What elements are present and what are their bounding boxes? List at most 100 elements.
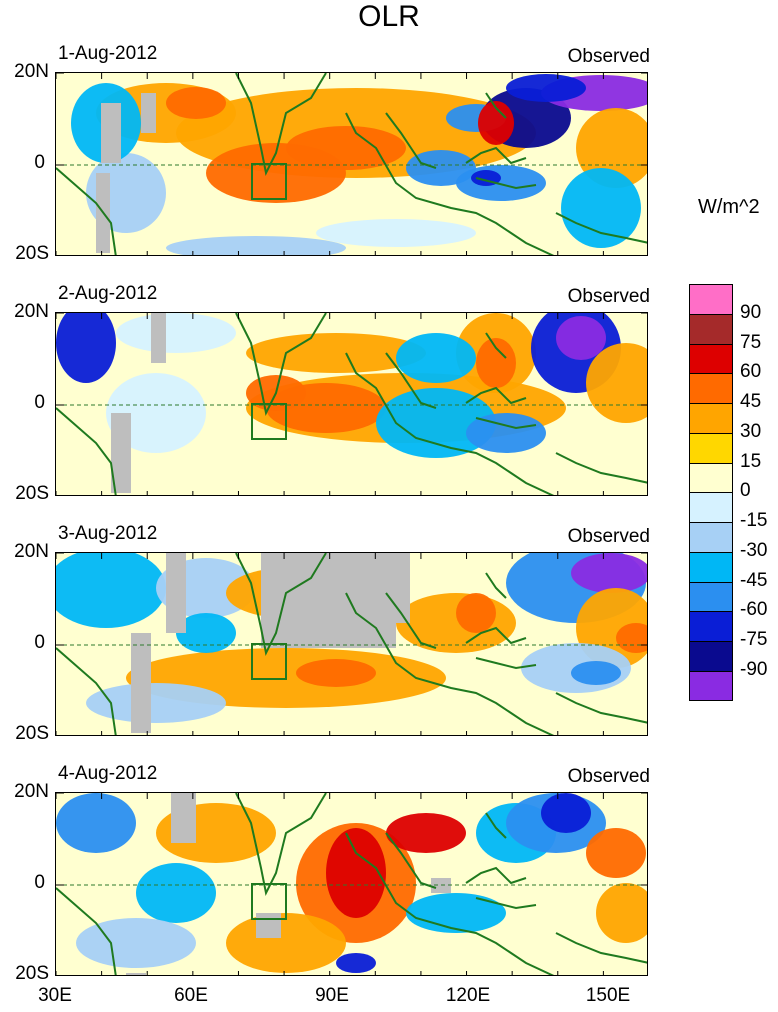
olr-contour-region (116, 313, 236, 353)
olr-contour-region (586, 343, 647, 423)
missing-data-region (141, 93, 156, 133)
colorbar-label: -30 (740, 539, 768, 561)
y-tick-label: 20N (14, 61, 49, 82)
colorbar-label: 75 (740, 331, 762, 353)
y-tick-label: 20S (15, 243, 49, 264)
olr-contour-region (76, 918, 196, 968)
y-tick-label: 0 (34, 872, 45, 893)
y-tick-label: 20S (15, 483, 49, 504)
olr-map (55, 552, 648, 736)
missing-data-region (131, 633, 151, 733)
x-tick-label: 30E (38, 985, 72, 1006)
panel-source: Observed (567, 526, 650, 547)
colorbar-swatch (689, 551, 733, 582)
colorbar-units: W/m^2 (698, 196, 760, 218)
colorbar (689, 284, 733, 701)
olr-contour-region (396, 333, 476, 383)
olr-contour-region (296, 659, 376, 687)
y-tick-label: 0 (34, 632, 45, 653)
panel-source: Observed (567, 766, 650, 787)
olr-contour-region (286, 126, 406, 170)
olr-contour-region (571, 553, 647, 593)
olr-contour-region (226, 913, 346, 973)
y-tick-label: 20N (14, 781, 49, 802)
panel-2: 2-Aug-2012 Observed (55, 283, 650, 496)
olr-contour-region (556, 316, 606, 360)
panel-date: 2-Aug-2012 (58, 283, 158, 304)
colorbar-swatch (689, 611, 733, 641)
olr-contour-region (136, 863, 216, 923)
x-tick-label: 60E (174, 985, 208, 1006)
y-tick-label: 20S (15, 963, 49, 984)
olr-contour-region (336, 953, 376, 973)
missing-data-region (126, 973, 146, 975)
region-box (251, 163, 287, 200)
colorbar-label: 90 (740, 301, 762, 323)
colorbar-label: 45 (740, 391, 762, 412)
colorbar-swatch (689, 522, 733, 552)
colorbar-label: -15 (740, 510, 768, 531)
colorbar-swatch (689, 313, 733, 344)
missing-data-region (171, 793, 196, 843)
olr-contour-region (456, 165, 546, 201)
colorbar-label: 60 (740, 361, 762, 383)
y-tick-label: 0 (34, 152, 45, 173)
missing-data-region (166, 553, 186, 633)
olr-contour-region (576, 108, 647, 188)
olr-contour-region (466, 413, 546, 453)
colorbar-swatch (689, 492, 733, 522)
olr-contour-region (406, 150, 476, 186)
colorbar-label: -90 (740, 658, 768, 680)
missing-data-region (261, 553, 396, 648)
colorbar-label: -75 (740, 629, 768, 650)
olr-contour-region (571, 661, 621, 685)
colorbar-swatch (689, 462, 733, 493)
missing-data-region (151, 313, 166, 363)
panel-date: 4-Aug-2012 (58, 763, 158, 784)
x-tick-label: 120E (445, 985, 491, 1006)
olr-contour-region (396, 593, 516, 653)
missing-data-region (111, 413, 131, 493)
colorbar-swatch (689, 670, 733, 701)
olr-contour-region (386, 813, 466, 853)
olr-map (55, 312, 648, 496)
missing-data-region (101, 103, 121, 163)
missing-data-region (396, 553, 410, 623)
olr-contour-region (506, 74, 586, 102)
colorbar-swatch (689, 373, 733, 403)
olr-map (55, 792, 648, 976)
panel-date: 1-Aug-2012 (58, 43, 158, 64)
region-box (251, 883, 287, 920)
colorbar-swatch (689, 581, 733, 612)
olr-contour-region (406, 893, 506, 933)
olr-contour-region (596, 883, 647, 943)
y-tick-label: 0 (34, 392, 45, 413)
panel-date: 3-Aug-2012 (58, 523, 158, 544)
colorbar-label: -60 (740, 599, 768, 621)
panel-source: Observed (567, 46, 650, 67)
missing-data-region (256, 913, 281, 938)
colorbar-label: -45 (740, 569, 768, 591)
olr-contour-region (166, 87, 226, 119)
panel-1: 1-Aug-2012 Observed (55, 43, 650, 256)
y-tick-label: 20S (15, 723, 49, 744)
olr-contour-region (586, 828, 646, 878)
colorbar-swatch (689, 432, 733, 463)
olr-contour-region (246, 333, 426, 373)
panel-4: 4-Aug-2012 Observed (55, 763, 650, 976)
panel-source: Observed (567, 286, 650, 307)
olr-contour-region (316, 219, 476, 247)
olr-contour-region (326, 828, 386, 918)
colorbar-swatch (689, 343, 733, 374)
olr-contour-region (456, 593, 496, 633)
olr-contour-region (56, 553, 166, 628)
y-tick-label: 20N (14, 541, 49, 562)
olr-contour-region (86, 683, 226, 723)
olr-contour-region (166, 236, 346, 255)
olr-contour-region (56, 313, 116, 383)
colorbar-label: 15 (740, 450, 762, 472)
panel-3: 3-Aug-2012 Observed (55, 523, 650, 736)
y-tick-label: 20N (14, 301, 49, 322)
olr-contour-region (541, 793, 591, 833)
colorbar-swatch (689, 403, 733, 433)
